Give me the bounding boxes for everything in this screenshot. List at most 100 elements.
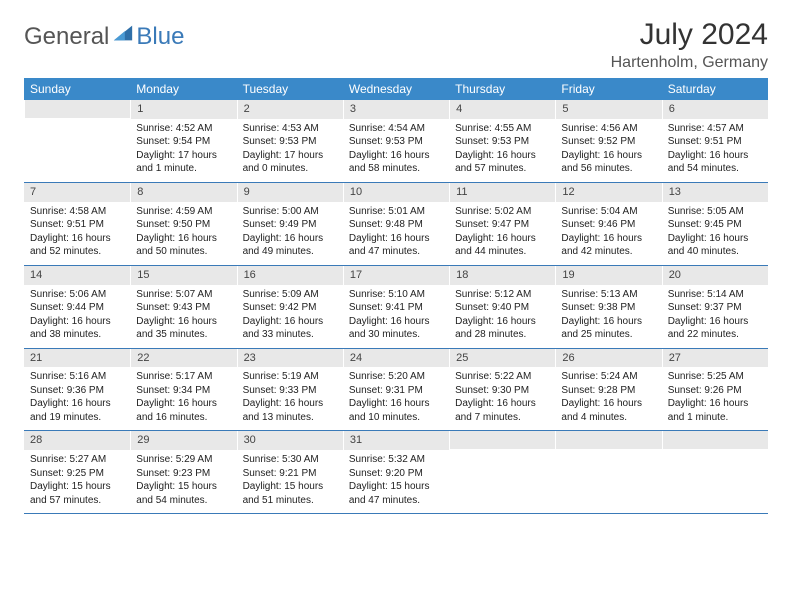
daylight-text: Daylight: 16 hours and 35 minutes. — [136, 315, 230, 342]
daylight-text: Daylight: 16 hours and 7 minutes. — [455, 397, 549, 424]
week-row: 14Sunrise: 5:06 AMSunset: 9:44 PMDayligh… — [24, 266, 768, 349]
weekday-header: Sunday — [24, 78, 130, 100]
sunrise-text: Sunrise: 5:06 AM — [30, 288, 124, 302]
day-cell: 23Sunrise: 5:19 AMSunset: 9:33 PMDayligh… — [237, 349, 343, 431]
weekday-header: Wednesday — [343, 78, 449, 100]
sunset-text: Sunset: 9:31 PM — [349, 384, 443, 398]
sunset-text: Sunset: 9:26 PM — [668, 384, 762, 398]
day-cell: 12Sunrise: 5:04 AMSunset: 9:46 PMDayligh… — [555, 183, 661, 265]
daylight-text: Daylight: 16 hours and 30 minutes. — [349, 315, 443, 342]
day-cell: 6Sunrise: 4:57 AMSunset: 9:51 PMDaylight… — [662, 100, 768, 182]
sunset-text: Sunset: 9:45 PM — [668, 218, 762, 232]
sunrise-text: Sunrise: 4:53 AM — [243, 122, 337, 136]
daylight-text: Daylight: 16 hours and 19 minutes. — [30, 397, 124, 424]
day-number: 10 — [343, 183, 449, 202]
sunrise-text: Sunrise: 5:20 AM — [349, 370, 443, 384]
day-cell: 8Sunrise: 4:59 AMSunset: 9:50 PMDaylight… — [130, 183, 236, 265]
day-cell: 24Sunrise: 5:20 AMSunset: 9:31 PMDayligh… — [343, 349, 449, 431]
daylight-text: Daylight: 16 hours and 28 minutes. — [455, 315, 549, 342]
sunrise-text: Sunrise: 4:57 AM — [668, 122, 762, 136]
daylight-text: Daylight: 16 hours and 22 minutes. — [668, 315, 762, 342]
day-content: Sunrise: 5:24 AMSunset: 9:28 PMDaylight:… — [555, 367, 661, 430]
day-number: 30 — [237, 431, 343, 450]
day-content: Sunrise: 4:57 AMSunset: 9:51 PMDaylight:… — [662, 119, 768, 182]
daylight-text: Daylight: 16 hours and 40 minutes. — [668, 232, 762, 259]
day-cell: 16Sunrise: 5:09 AMSunset: 9:42 PMDayligh… — [237, 266, 343, 348]
day-number: 23 — [237, 349, 343, 368]
daylight-text: Daylight: 17 hours and 1 minute. — [136, 149, 230, 176]
day-number-empty — [449, 431, 555, 449]
day-number: 11 — [449, 183, 555, 202]
day-cell: 11Sunrise: 5:02 AMSunset: 9:47 PMDayligh… — [449, 183, 555, 265]
calendar-grid: SundayMondayTuesdayWednesdayThursdayFrid… — [24, 78, 768, 514]
day-content: Sunrise: 5:00 AMSunset: 9:49 PMDaylight:… — [237, 202, 343, 265]
day-cell: 1Sunrise: 4:52 AMSunset: 9:54 PMDaylight… — [130, 100, 236, 182]
day-cell: 13Sunrise: 5:05 AMSunset: 9:45 PMDayligh… — [662, 183, 768, 265]
daylight-text: Daylight: 16 hours and 16 minutes. — [136, 397, 230, 424]
daylight-text: Daylight: 16 hours and 47 minutes. — [349, 232, 443, 259]
sunrise-text: Sunrise: 5:10 AM — [349, 288, 443, 302]
sunset-text: Sunset: 9:53 PM — [349, 135, 443, 149]
sunset-text: Sunset: 9:21 PM — [243, 467, 337, 481]
day-number: 9 — [237, 183, 343, 202]
weekday-header: Monday — [130, 78, 236, 100]
day-number: 26 — [555, 349, 661, 368]
weekday-header: Friday — [555, 78, 661, 100]
sunrise-text: Sunrise: 4:54 AM — [349, 122, 443, 136]
day-content: Sunrise: 4:53 AMSunset: 9:53 PMDaylight:… — [237, 119, 343, 182]
daylight-text: Daylight: 15 hours and 51 minutes. — [243, 480, 337, 507]
day-number: 25 — [449, 349, 555, 368]
day-cell: 2Sunrise: 4:53 AMSunset: 9:53 PMDaylight… — [237, 100, 343, 182]
day-content: Sunrise: 5:05 AMSunset: 9:45 PMDaylight:… — [662, 202, 768, 265]
day-content: Sunrise: 5:12 AMSunset: 9:40 PMDaylight:… — [449, 285, 555, 348]
day-content: Sunrise: 5:25 AMSunset: 9:26 PMDaylight:… — [662, 367, 768, 430]
day-number: 2 — [237, 100, 343, 119]
day-cell: 17Sunrise: 5:10 AMSunset: 9:41 PMDayligh… — [343, 266, 449, 348]
sunrise-text: Sunrise: 5:13 AM — [561, 288, 655, 302]
title-block: July 2024 Hartenholm, Germany — [611, 18, 768, 72]
day-number: 3 — [343, 100, 449, 119]
sunrise-text: Sunrise: 5:01 AM — [349, 205, 443, 219]
weekday-header: Saturday — [662, 78, 768, 100]
sunrise-text: Sunrise: 4:59 AM — [136, 205, 230, 219]
day-number: 16 — [237, 266, 343, 285]
day-number: 29 — [130, 431, 236, 450]
day-content: Sunrise: 5:07 AMSunset: 9:43 PMDaylight:… — [130, 285, 236, 348]
sunrise-text: Sunrise: 5:32 AM — [349, 453, 443, 467]
sunset-text: Sunset: 9:47 PM — [455, 218, 549, 232]
logo-text-2: Blue — [136, 23, 184, 51]
sunrise-text: Sunrise: 5:29 AM — [136, 453, 230, 467]
day-number-empty — [662, 431, 768, 449]
day-number: 6 — [662, 100, 768, 119]
day-content: Sunrise: 5:06 AMSunset: 9:44 PMDaylight:… — [24, 285, 130, 348]
day-cell: 20Sunrise: 5:14 AMSunset: 9:37 PMDayligh… — [662, 266, 768, 348]
sunset-text: Sunset: 9:50 PM — [136, 218, 230, 232]
day-number: 21 — [24, 349, 130, 368]
sunset-text: Sunset: 9:28 PM — [561, 384, 655, 398]
day-number: 8 — [130, 183, 236, 202]
sunset-text: Sunset: 9:23 PM — [136, 467, 230, 481]
sunset-text: Sunset: 9:48 PM — [349, 218, 443, 232]
sunrise-text: Sunrise: 5:19 AM — [243, 370, 337, 384]
daylight-text: Daylight: 16 hours and 25 minutes. — [561, 315, 655, 342]
day-content: Sunrise: 5:01 AMSunset: 9:48 PMDaylight:… — [343, 202, 449, 265]
weekday-header-row: SundayMondayTuesdayWednesdayThursdayFrid… — [24, 78, 768, 100]
day-cell: 5Sunrise: 4:56 AMSunset: 9:52 PMDaylight… — [555, 100, 661, 182]
sunrise-text: Sunrise: 5:14 AM — [668, 288, 762, 302]
sunset-text: Sunset: 9:46 PM — [561, 218, 655, 232]
sunrise-text: Sunrise: 5:24 AM — [561, 370, 655, 384]
day-content: Sunrise: 5:30 AMSunset: 9:21 PMDaylight:… — [237, 450, 343, 513]
sunrise-text: Sunrise: 5:16 AM — [30, 370, 124, 384]
week-row: 21Sunrise: 5:16 AMSunset: 9:36 PMDayligh… — [24, 349, 768, 432]
sunrise-text: Sunrise: 4:58 AM — [30, 205, 124, 219]
day-cell: 19Sunrise: 5:13 AMSunset: 9:38 PMDayligh… — [555, 266, 661, 348]
sunrise-text: Sunrise: 5:30 AM — [243, 453, 337, 467]
daylight-text: Daylight: 16 hours and 13 minutes. — [243, 397, 337, 424]
day-content: Sunrise: 5:14 AMSunset: 9:37 PMDaylight:… — [662, 285, 768, 348]
day-number: 31 — [343, 431, 449, 450]
week-row: 28Sunrise: 5:27 AMSunset: 9:25 PMDayligh… — [24, 431, 768, 514]
day-cell: 3Sunrise: 4:54 AMSunset: 9:53 PMDaylight… — [343, 100, 449, 182]
day-cell: 30Sunrise: 5:30 AMSunset: 9:21 PMDayligh… — [237, 431, 343, 513]
day-number: 20 — [662, 266, 768, 285]
day-cell: 14Sunrise: 5:06 AMSunset: 9:44 PMDayligh… — [24, 266, 130, 348]
